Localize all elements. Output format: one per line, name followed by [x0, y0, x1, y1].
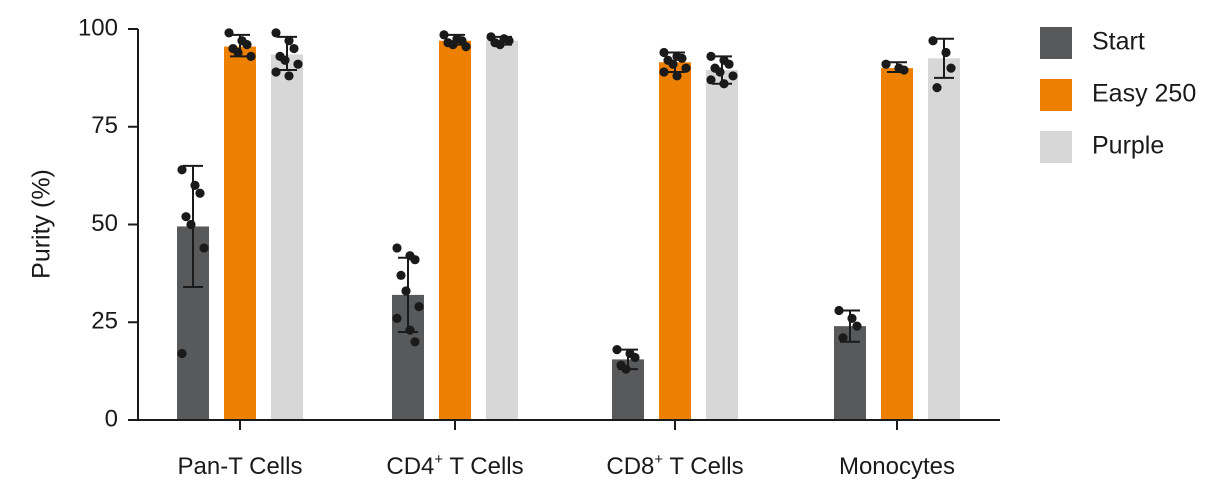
x-tick-label-main: CD4 — [386, 453, 434, 480]
x-tick-label: Pan-T Cells — [178, 453, 303, 480]
data-point — [504, 36, 514, 46]
bars-layer — [177, 40, 960, 421]
legend: Start Easy 250 Purple — [1040, 27, 1196, 163]
x-tick-label-main: Pan-T Cells — [178, 453, 303, 480]
data-point — [396, 270, 406, 280]
data-point — [242, 40, 252, 50]
data-point — [199, 243, 209, 253]
x-ticks-layer: Pan-T Cells CD4+ T Cells CD8+ T Cells Monoc… — [178, 420, 955, 480]
bar-easy-250-2 — [659, 62, 691, 421]
data-point — [392, 243, 402, 253]
legend-swatch — [1040, 27, 1072, 59]
data-point — [284, 71, 294, 81]
legend-item-purple: Purple — [1040, 131, 1164, 163]
data-point — [271, 67, 281, 77]
data-point — [852, 321, 862, 331]
x-tick-label-main: CD8 — [606, 453, 654, 480]
bar-purple-2 — [706, 70, 738, 421]
data-point — [405, 325, 415, 335]
data-point — [177, 348, 187, 359]
data-point — [461, 41, 471, 52]
legend-item-easy-250: Easy 250 — [1040, 79, 1196, 111]
data-point — [681, 63, 691, 73]
data-point — [410, 255, 420, 265]
x-tick-label-rest: T Cells — [663, 453, 743, 480]
data-point — [293, 59, 303, 69]
y-axis-title: Purity (%) — [28, 169, 56, 279]
data-point — [289, 43, 299, 54]
legend-label: Purple — [1092, 132, 1164, 160]
x-tick-label: CD8+ T Cells — [606, 451, 743, 480]
data-points-layer — [177, 28, 956, 374]
data-point — [401, 286, 411, 296]
x-tick-label-superscript: + — [654, 451, 663, 468]
data-point — [630, 352, 640, 363]
error-bar — [934, 37, 954, 79]
data-point — [439, 30, 449, 40]
bar-purple-1 — [486, 40, 518, 420]
data-point — [410, 337, 420, 347]
y-ticks-layer: 0 25 50 75 100 — [78, 14, 138, 432]
data-point — [659, 67, 669, 77]
data-point — [834, 305, 844, 316]
data-point — [928, 36, 938, 46]
data-point — [177, 165, 187, 175]
data-point — [284, 36, 294, 46]
data-point — [677, 53, 687, 63]
data-point — [668, 59, 678, 69]
data-point — [621, 364, 631, 374]
data-point — [181, 212, 191, 222]
data-point — [612, 345, 622, 355]
bar-purple-0 — [271, 54, 303, 420]
data-point — [392, 313, 402, 323]
data-point — [195, 188, 205, 198]
data-point — [941, 47, 951, 58]
bar-easy-250-3 — [881, 68, 913, 420]
y-tick-label: 25 — [91, 308, 118, 335]
data-point — [881, 59, 891, 69]
data-point — [280, 55, 290, 65]
x-tick-label: Monocytes — [839, 453, 955, 480]
y-tick-label: 100 — [78, 14, 118, 41]
data-point — [847, 313, 857, 323]
data-point — [724, 59, 734, 69]
bar-easy-250-0 — [224, 46, 256, 420]
y-tick-label: 50 — [91, 210, 118, 237]
data-point — [728, 71, 738, 81]
data-point — [190, 180, 200, 190]
data-point — [715, 67, 725, 77]
x-tick-label-rest: T Cells — [443, 453, 523, 480]
data-point — [946, 63, 956, 73]
legend-label: Start — [1092, 28, 1145, 56]
data-point — [448, 40, 458, 50]
y-tick-label: 0 — [105, 405, 118, 432]
x-tick-label-main: Monocytes — [839, 453, 955, 480]
data-point — [672, 71, 682, 81]
legend-swatch — [1040, 131, 1072, 163]
data-point — [706, 51, 716, 61]
data-point — [246, 51, 256, 61]
data-point — [233, 47, 243, 58]
x-tick-label-superscript: + — [434, 451, 443, 468]
legend-label: Easy 250 — [1092, 80, 1196, 108]
data-point — [271, 28, 281, 38]
y-tick-label: 75 — [91, 112, 118, 139]
data-point — [186, 219, 196, 230]
bar-easy-250-1 — [439, 40, 471, 420]
data-point — [706, 75, 716, 85]
data-point — [495, 40, 505, 50]
data-point — [932, 83, 942, 93]
axes-layer — [137, 29, 1000, 421]
data-point — [224, 28, 234, 38]
data-point — [659, 47, 669, 58]
legend-swatch — [1040, 79, 1072, 111]
data-point — [838, 333, 848, 343]
data-point — [414, 302, 424, 312]
data-point — [899, 65, 909, 75]
bar-purple-3 — [928, 58, 960, 420]
legend-item-start: Start — [1040, 27, 1145, 59]
data-point — [719, 79, 729, 89]
x-tick-label: CD4+ T Cells — [386, 451, 523, 480]
